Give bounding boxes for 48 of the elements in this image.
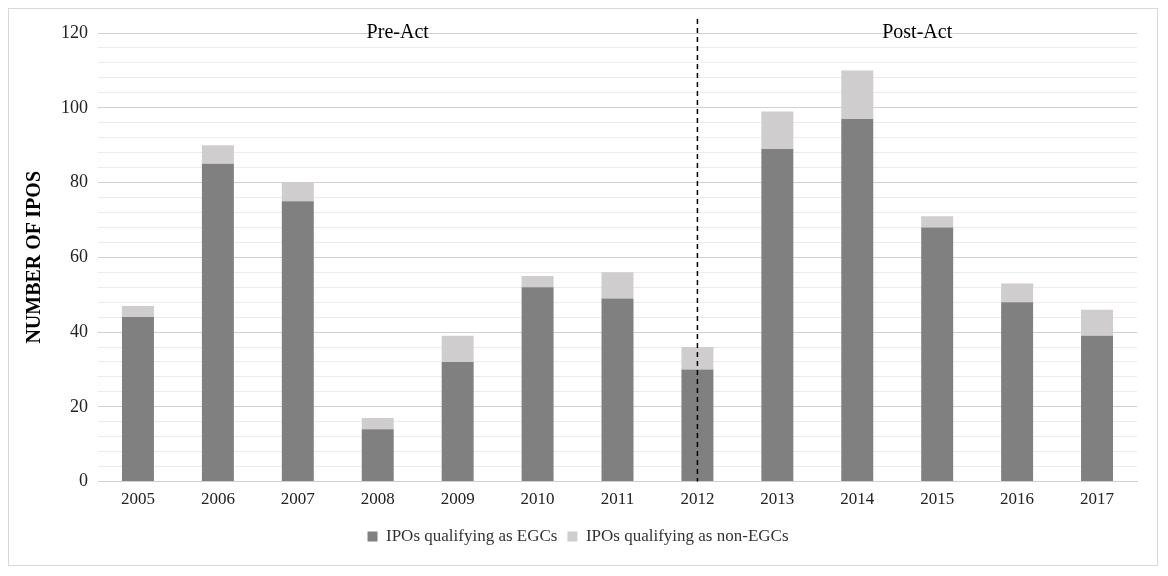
y-tick-label: 120 (61, 21, 88, 42)
bar (121, 305, 154, 318)
x-tick-label: 2012 (680, 489, 715, 509)
y-axis-title: NUMBER OF IPOS (22, 171, 45, 344)
x-tick-label: 2006 (200, 489, 235, 509)
bar (121, 317, 154, 482)
y-tick-label: 100 (61, 96, 88, 117)
bar (1081, 335, 1114, 482)
legend-label: IPOs qualifying as EGCs (386, 525, 558, 545)
x-tick-label: 2005 (120, 489, 155, 509)
x-tick-label: 2008 (360, 489, 395, 509)
bar (1001, 302, 1034, 482)
y-tick-label: 20 (70, 395, 88, 416)
bar (761, 111, 794, 149)
annotation: Post-Act (882, 20, 953, 43)
bar (761, 148, 794, 482)
y-tick-label: 40 (70, 320, 88, 341)
bar (201, 163, 234, 482)
bar (601, 272, 634, 299)
annotation: Pre-Act (366, 20, 430, 43)
bar (1001, 283, 1034, 303)
bar (521, 275, 554, 288)
bar (921, 216, 954, 228)
x-tick-label: 2007 (280, 489, 316, 509)
bar (441, 361, 474, 482)
bar (601, 298, 634, 482)
y-tick-label: 60 (70, 246, 88, 267)
bar (681, 369, 714, 482)
bar (521, 287, 554, 482)
bar (841, 118, 874, 482)
y-tick-label: 0 (79, 470, 88, 491)
bar (681, 347, 714, 370)
bar (281, 201, 314, 482)
x-tick-label: 2011 (600, 489, 635, 509)
x-tick-label: 2017 (1080, 489, 1115, 509)
x-tick-label: 2015 (920, 489, 955, 509)
legend-label: IPOs qualifying as non-EGCs (585, 525, 789, 545)
x-tick-label: 2016 (1000, 489, 1035, 509)
x-tick-label: 2013 (760, 489, 795, 509)
bar (361, 418, 394, 430)
x-tick-label: 2009 (440, 489, 475, 509)
bar (921, 227, 954, 482)
bar (361, 429, 394, 482)
x-tick-label: 2014 (840, 489, 875, 509)
y-tick-label: 80 (70, 171, 88, 192)
bar (201, 145, 234, 164)
bar (441, 335, 474, 362)
x-tick-label: 2010 (520, 489, 555, 509)
